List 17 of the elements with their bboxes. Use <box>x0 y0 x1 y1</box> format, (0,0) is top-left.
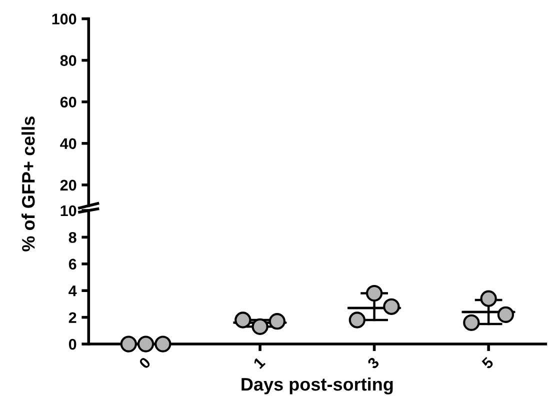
y-tick-label: 60 <box>60 96 76 108</box>
x-tick-label: 5 <box>481 356 494 370</box>
y-tick-label: 0 <box>68 338 76 350</box>
y-tick-label: 40 <box>60 138 76 150</box>
x-axis-title: Days post-sorting <box>242 377 393 394</box>
x-tick-label: 0 <box>138 356 152 370</box>
y-axis-title: % of GFP+ cells <box>22 116 35 252</box>
x-tick-label: 1 <box>253 356 266 369</box>
y-tick-label: 6 <box>68 258 76 270</box>
y-tick-label: 8 <box>68 232 76 243</box>
y-tick-label: 80 <box>60 55 76 66</box>
y-tick-label: 20 <box>60 180 76 191</box>
y-tick-label: 10 <box>60 205 76 216</box>
y-tick-label: 4 <box>68 286 77 296</box>
y-tick-label: 2 <box>68 312 76 323</box>
x-tick-label: 3 <box>366 356 380 370</box>
y-tick-label: 100 <box>52 14 76 24</box>
